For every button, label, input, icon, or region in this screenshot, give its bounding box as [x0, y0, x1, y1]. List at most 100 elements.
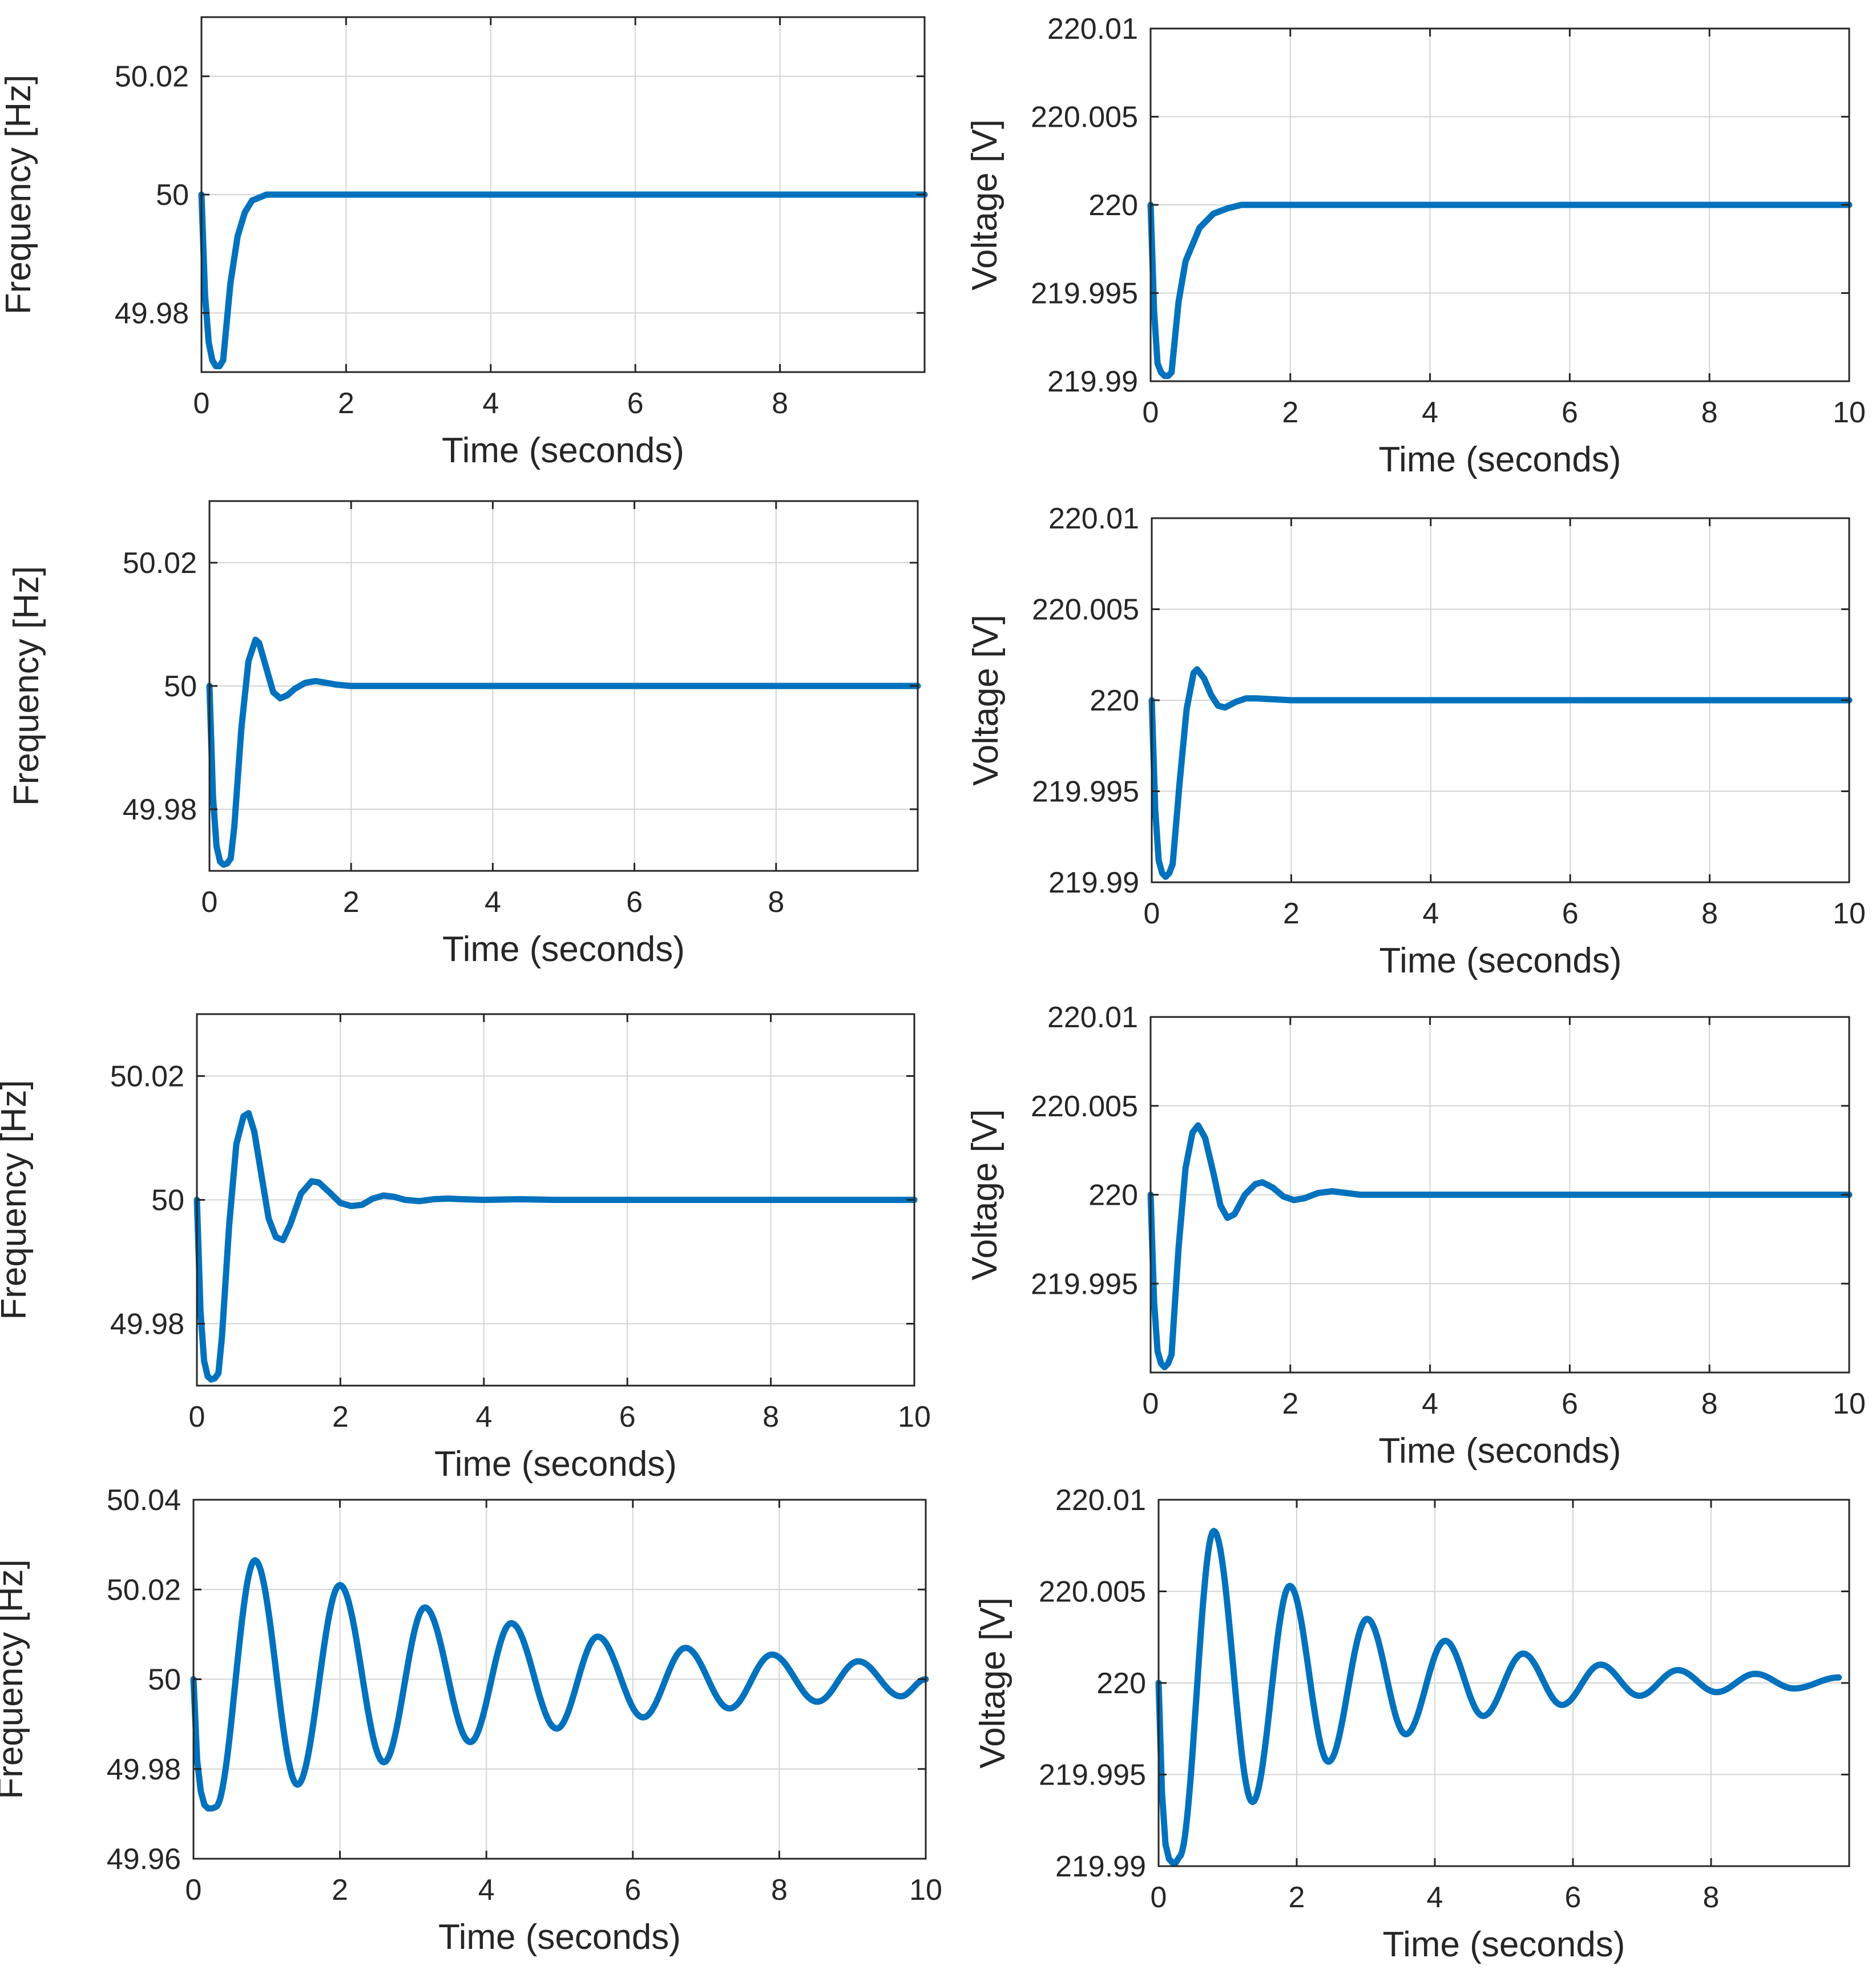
x-tick-label: 6	[624, 1874, 641, 1907]
chart-v2: 0 2 4 6 8 10 219.99 219.995 220 220.005 220.01 Time…	[966, 502, 1866, 980]
x-tick-label: 6	[619, 1400, 636, 1434]
x-tick-label: 8	[1701, 897, 1718, 930]
series-line-f3	[193, 1110, 918, 1383]
x-tick-label: 8	[762, 1400, 779, 1434]
x-tick-label: 2	[1282, 396, 1298, 429]
y-tick-label: 50.02	[115, 60, 189, 94]
x-tick-label: 10	[909, 1874, 942, 1907]
y-tick-label: 220	[1088, 189, 1138, 222]
x-tick-label: 6	[1562, 1387, 1578, 1420]
x-tick-label: 2	[1282, 1387, 1298, 1420]
chart-v4: 0 2 4 6 8 219.99 219.995 220 220.005 220.01 Time (…	[973, 1484, 1850, 1964]
x-axis-title: Time (seconds)	[1379, 440, 1621, 479]
y-tick-label: 220.005	[1032, 594, 1139, 627]
x-tick-label: 4	[1422, 396, 1438, 429]
x-tick-label: 6	[626, 886, 643, 919]
y-tick-label: 220	[1088, 1179, 1138, 1212]
series-line-f1	[198, 191, 928, 370]
chart-f1: 0 2 4 6 8 49.98 50 50.02 Time (seconds) Frequency…	[0, 16, 928, 470]
series-line-v1	[1147, 201, 1853, 380]
x-tick-label: 4	[485, 886, 501, 919]
y-tick-label: 50	[164, 670, 197, 703]
y-tick-label: 220.005	[1031, 101, 1138, 134]
x-tick-label: 2	[1283, 897, 1300, 930]
x-tick-label: 0	[189, 1400, 205, 1434]
y-tick-label: 219.99	[1055, 1850, 1146, 1883]
x-tick-label: 6	[1562, 897, 1579, 930]
chart-f4: 0 2 4 6 8 10 49.96 49.98 50 50.02 50.04 Time (secon…	[0, 1484, 942, 1957]
x-tick-label: 0	[1143, 396, 1159, 429]
y-axis-title: Frequency [Hz]	[0, 75, 38, 314]
y-tick-label: 219.995	[1031, 277, 1138, 310]
x-tick-label: 4	[475, 1400, 492, 1434]
x-tick-label: 8	[1701, 396, 1718, 429]
y-axis-title: Frequency [Hz]	[0, 1080, 34, 1319]
x-tick-label: 6	[1562, 396, 1578, 429]
x-tick-label: 4	[482, 387, 499, 420]
x-tick-label: 8	[768, 886, 784, 919]
y-tick-label: 49.96	[107, 1843, 181, 1876]
y-axis-title: Voltage [V]	[966, 615, 1006, 786]
series-line-f2	[206, 636, 921, 868]
y-axis-title: Voltage [V]	[973, 1597, 1012, 1769]
x-axis-title: Time (seconds)	[442, 431, 684, 470]
y-tick-label: 219.995	[1032, 776, 1139, 809]
x-tick-label: 4	[1427, 1881, 1443, 1914]
y-tick-label: 50	[156, 179, 189, 212]
y-tick-label: 49.98	[123, 793, 197, 826]
y-tick-label: 220.005	[1039, 1576, 1146, 1609]
x-tick-label: 0	[193, 387, 210, 420]
y-tick-label: 220.005	[1031, 1090, 1138, 1123]
chart-v1: 0 2 4 6 8 10 219.99 219.995 220 220.005 220.01 Time…	[965, 13, 1866, 479]
y-tick-label: 219.995	[1039, 1759, 1146, 1792]
series-line-v3	[1147, 1122, 1853, 1371]
y-tick-label: 50.02	[123, 547, 197, 580]
x-tick-label: 10	[1833, 1387, 1866, 1420]
y-tick-label: 49.98	[110, 1308, 184, 1341]
x-tick-label: 8	[771, 1874, 788, 1907]
x-tick-label: 10	[1833, 396, 1866, 429]
x-tick-label: 6	[1565, 1881, 1582, 1914]
x-tick-label: 8	[1701, 1387, 1718, 1420]
x-tick-label: 6	[627, 387, 644, 420]
y-tick-label: 50.02	[110, 1060, 184, 1093]
x-tick-label: 0	[201, 886, 218, 919]
chart-f2: 0 2 4 6 8 49.98 50 50.02 Time (seconds) Frequency…	[7, 500, 921, 969]
x-tick-label: 2	[343, 886, 360, 919]
y-tick-label: 219.99	[1047, 365, 1138, 398]
x-tick-label: 8	[772, 387, 788, 420]
x-axis-title: Time (seconds)	[1379, 941, 1622, 980]
x-axis-title: Time (seconds)	[438, 1918, 681, 1957]
x-tick-label: 0	[1151, 1881, 1167, 1914]
y-tick-label: 50	[148, 1664, 181, 1697]
x-tick-label: 0	[1144, 897, 1160, 930]
y-tick-label: 219.99	[1048, 866, 1139, 899]
y-tick-label: 220.01	[1047, 13, 1138, 46]
x-tick-label: 10	[1833, 897, 1866, 930]
y-axis-title: Voltage [V]	[965, 119, 1004, 290]
x-tick-label: 2	[338, 387, 354, 420]
x-tick-label: 4	[1422, 897, 1439, 930]
y-tick-label: 50.02	[107, 1573, 181, 1606]
series-line-f4	[190, 1557, 929, 1812]
x-tick-label: 10	[898, 1400, 931, 1434]
series-line-v4	[1155, 1528, 1842, 1866]
x-tick-label: 2	[332, 1874, 348, 1907]
chart-v3: 0 2 4 6 8 10 219.995 220 220.005 220.01 Time (seco…	[965, 1001, 1866, 1471]
y-tick-label: 220.01	[1055, 1484, 1146, 1517]
x-tick-label: 8	[1703, 1881, 1720, 1914]
x-axis-title: Time (seconds)	[1383, 1925, 1625, 1964]
x-tick-label: 0	[1143, 1387, 1159, 1420]
x-tick-label: 4	[478, 1874, 495, 1907]
y-axis-title: Frequency [Hz]	[7, 566, 46, 806]
y-tick-label: 49.98	[115, 297, 189, 330]
chart-f3: 0 2 4 6 8 10 49.98 50 50.02 Time (seconds) Frequen…	[0, 1013, 931, 1484]
y-axis-title: Voltage [V]	[965, 1109, 1004, 1281]
x-tick-label: 4	[1422, 1387, 1438, 1420]
y-axis-title: Frequency [Hz]	[0, 1559, 30, 1799]
series-line-v2	[1148, 666, 1853, 880]
x-axis-title: Time (seconds)	[442, 930, 685, 969]
x-tick-label: 0	[185, 1874, 202, 1907]
y-tick-label: 220	[1090, 684, 1139, 717]
